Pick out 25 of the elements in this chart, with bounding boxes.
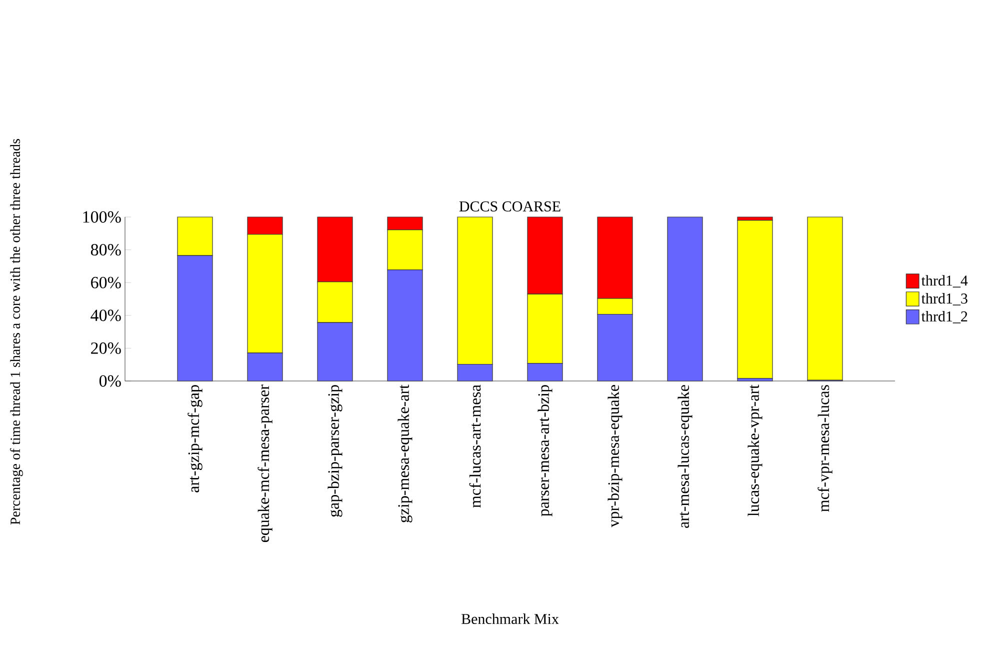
x-tick-label: gzip-mesa-equake-art bbox=[398, 384, 412, 522]
bar bbox=[667, 216, 703, 382]
x-tick-label: art-gzip-mcf-gap bbox=[188, 385, 202, 492]
y-tick-label: 100% bbox=[83, 211, 121, 223]
y-axis-title: Percentage of time thread 1 shares a core with the other three threads bbox=[10, 139, 23, 525]
y-tick-label: 40% bbox=[90, 310, 121, 322]
y-tick-label: 80% bbox=[90, 244, 121, 256]
x-tick-label: lucas-equake-vpr-art bbox=[748, 384, 762, 516]
bar bbox=[737, 220, 773, 379]
bar bbox=[807, 216, 843, 380]
chart-title: DCCS COARSE bbox=[459, 201, 560, 212]
y-tick-label: 60% bbox=[91, 276, 121, 288]
x-tick-label: parser-mesa-art-bzip bbox=[538, 385, 552, 516]
legend-label: thrd1_4 bbox=[921, 275, 968, 288]
legend-label: thrd1_2 bbox=[921, 310, 968, 324]
legend-label: thrd1_3 bbox=[921, 293, 968, 306]
x-axis-title: Benchmark Mix bbox=[461, 614, 559, 624]
x-tick-label: gap-bzip-parser-gzip bbox=[328, 385, 342, 517]
x-tick-label: vpr-bzip-mesa-equake bbox=[608, 385, 622, 528]
y-tick-label: 20% bbox=[91, 342, 121, 354]
x-tick-label: equake-mcf-mesa-parser bbox=[258, 384, 272, 542]
x-tick-label: mcf-lucas-art-mesa bbox=[469, 384, 481, 508]
x-tick-label: mcf-vpr-mesa-lucas bbox=[818, 385, 832, 512]
x-tick-label: art-mesa-lucas-equake bbox=[678, 385, 692, 528]
y-tick-label: 0% bbox=[99, 375, 121, 387]
